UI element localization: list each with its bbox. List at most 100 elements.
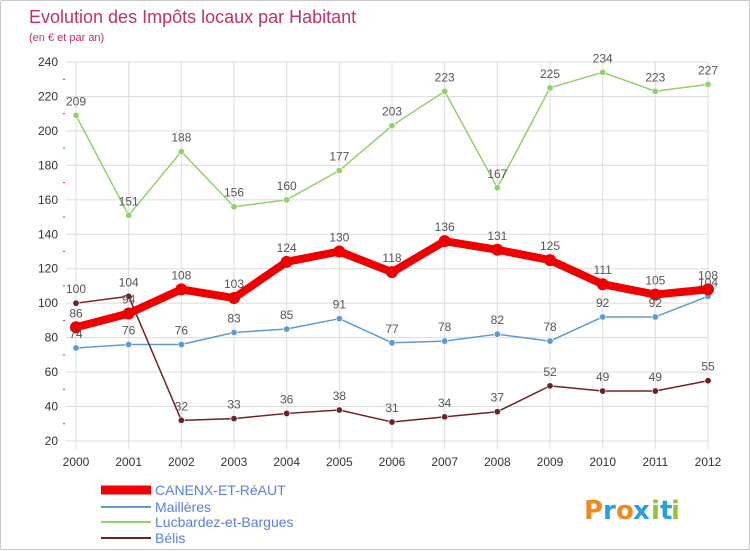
data-point xyxy=(72,344,80,352)
data-label: 108 xyxy=(698,268,718,282)
data-label: 103 xyxy=(224,277,244,291)
data-label: 111 xyxy=(594,263,613,277)
x-tick-label: 2001 xyxy=(115,455,142,469)
brand-letter: t xyxy=(660,496,672,526)
data-label: 94 xyxy=(122,293,136,307)
x-tick-label: 2004 xyxy=(273,455,300,469)
data-label: 177 xyxy=(329,150,349,164)
data-label: 136 xyxy=(435,220,455,234)
brand-letter: P xyxy=(584,496,603,526)
data-point xyxy=(493,330,501,338)
data-point xyxy=(230,203,238,211)
data-point xyxy=(230,415,238,423)
data-label: 52 xyxy=(543,365,557,379)
data-point xyxy=(599,313,607,321)
data-point xyxy=(280,255,293,268)
series xyxy=(70,68,714,426)
data-point xyxy=(546,382,554,390)
y-tick-label: 240 xyxy=(38,55,58,69)
y-tick-label: 40 xyxy=(45,400,59,414)
data-label: 34 xyxy=(438,396,452,410)
data-label: 86 xyxy=(69,306,83,320)
data-point xyxy=(649,288,662,301)
data-label: 234 xyxy=(593,51,613,65)
data-point xyxy=(491,243,504,256)
brand-letter: r xyxy=(603,496,616,526)
data-point xyxy=(388,339,396,347)
x-tick-label: 2009 xyxy=(537,455,564,469)
y-tick-label: 60 xyxy=(45,365,59,379)
y-tick-label: 220 xyxy=(38,89,58,103)
data-point xyxy=(122,307,135,320)
x-tick-label: 2006 xyxy=(379,455,406,469)
x-tick-label: 2000 xyxy=(63,455,90,469)
data-point xyxy=(651,387,659,395)
x-tick-label: 2008 xyxy=(484,455,511,469)
data-point xyxy=(335,406,343,414)
axes: 20 40 60 80 100 120 140 160 180 200 220 240 2000 2001… xyxy=(38,55,722,469)
legend-label: Maillères xyxy=(155,499,211,515)
data-label: 225 xyxy=(540,67,560,81)
data-point xyxy=(175,283,188,296)
data-point xyxy=(388,418,396,426)
data-label: 203 xyxy=(382,105,402,119)
data-label: 77 xyxy=(385,322,399,336)
data-point xyxy=(283,409,291,417)
data-label: 209 xyxy=(66,94,86,108)
data-label: 151 xyxy=(119,194,139,208)
x-tick-label: 2011 xyxy=(642,455,668,469)
data-label: 223 xyxy=(435,70,455,84)
data-label: 104 xyxy=(698,275,718,289)
data-point xyxy=(441,87,449,95)
data-label: 55 xyxy=(701,360,715,374)
y-tick-label: 140 xyxy=(38,227,58,241)
chart-subtitle: (en € et par an) xyxy=(29,32,104,44)
data-point xyxy=(283,196,291,204)
x-tick-label: 2002 xyxy=(168,455,195,469)
data-label: 100 xyxy=(66,282,86,296)
data-label: 188 xyxy=(171,131,191,145)
data-label: 49 xyxy=(649,370,663,384)
data-label: 78 xyxy=(543,320,557,334)
data-label: 82 xyxy=(491,313,505,327)
chart-title: Evolution des Impôts locaux par Habitant xyxy=(29,7,356,27)
data-point xyxy=(177,148,185,156)
data-label: 36 xyxy=(280,392,294,406)
data-label: 32 xyxy=(175,399,189,413)
data-label: 130 xyxy=(329,231,349,245)
data-point xyxy=(125,341,133,349)
data-label: 104 xyxy=(119,275,139,289)
brand-letter: o xyxy=(616,496,634,526)
data-label: 227 xyxy=(698,63,718,77)
data-label: 76 xyxy=(122,324,136,338)
data-label: 38 xyxy=(333,389,347,403)
data-point xyxy=(230,328,238,336)
data-point xyxy=(704,80,712,88)
y-tick-label: 20 xyxy=(45,434,59,448)
data-label: 156 xyxy=(224,186,244,200)
data-label: 223 xyxy=(645,70,665,84)
data-point xyxy=(72,111,80,119)
data-point xyxy=(441,337,449,345)
data-point xyxy=(599,387,607,395)
data-point xyxy=(72,299,80,307)
data-point xyxy=(283,325,291,333)
data-point xyxy=(546,84,554,92)
data-label: 167 xyxy=(487,167,507,181)
data-label: 124 xyxy=(277,241,297,255)
data-label: 92 xyxy=(596,296,610,310)
data-point xyxy=(335,167,343,175)
data-point xyxy=(386,266,398,279)
data-point xyxy=(651,313,659,321)
data-point xyxy=(177,416,185,424)
data-point xyxy=(125,211,133,219)
data-point xyxy=(441,413,449,421)
data-label: 78 xyxy=(438,320,452,334)
data-point xyxy=(544,254,556,267)
legend-label: Lucbardez-et-Bargues xyxy=(155,514,294,530)
brand-letter: x xyxy=(633,496,650,526)
data-point xyxy=(546,337,554,345)
legend-label: Bélis xyxy=(155,530,185,546)
data-point xyxy=(125,292,133,300)
